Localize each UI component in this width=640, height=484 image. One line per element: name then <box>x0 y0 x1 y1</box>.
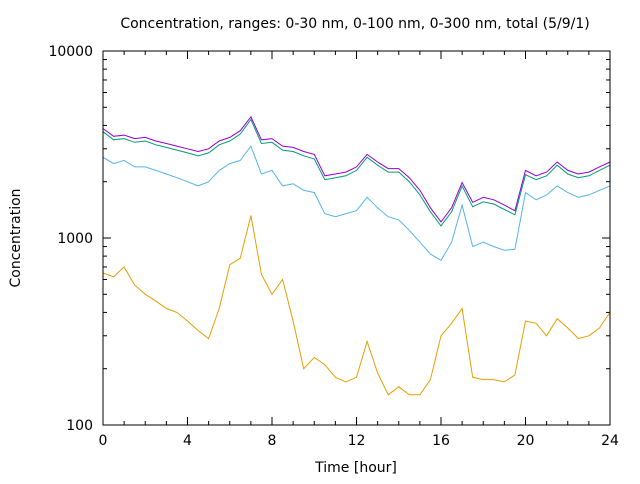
series-line-total <box>102 115 611 223</box>
y-axis-label: Concentration <box>8 188 24 287</box>
series-line-0-300-nm <box>102 118 611 227</box>
y-tick-label: 10000 <box>48 44 93 60</box>
x-tick-label: 4 <box>183 433 192 449</box>
y-tick-label: 1000 <box>57 231 93 247</box>
series-line-0-100-nm <box>102 145 611 261</box>
x-axis-label: Time [hour] <box>314 460 397 476</box>
chart-title: Concentration, ranges: 0-30 nm, 0-100 nm… <box>120 16 589 32</box>
x-tick-label: 8 <box>268 433 277 449</box>
plot-frame <box>102 50 611 426</box>
series-line-0-30-nm <box>102 215 611 396</box>
x-tick-label: 12 <box>348 433 366 449</box>
x-tick-label: 0 <box>99 433 108 449</box>
x-tick-label: 24 <box>601 433 619 449</box>
y-tick-label: 100 <box>66 418 93 434</box>
x-tick-label: 20 <box>517 433 535 449</box>
x-tick-label: 16 <box>432 433 450 449</box>
